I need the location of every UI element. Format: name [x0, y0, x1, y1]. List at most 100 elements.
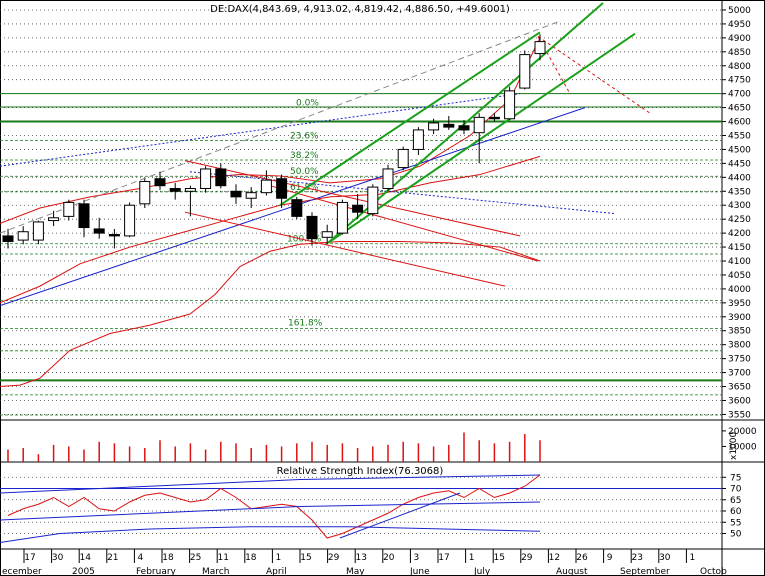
rsi-tick-label: 50	[730, 530, 742, 540]
candle	[184, 185, 196, 217]
candle-body	[124, 204, 136, 237]
price-tick-label: 3550	[728, 410, 751, 420]
price-tick-label: 4600	[728, 118, 751, 128]
x-month-label: April	[266, 567, 287, 576]
candle-body	[504, 90, 516, 120]
volume-tick-label: 10000	[728, 442, 757, 452]
red-projection-1	[537, 36, 651, 114]
price-tick-label: 3700	[728, 369, 751, 379]
candle	[2, 228, 14, 249]
price-tick-label: 3800	[728, 341, 751, 351]
rsi-line	[7, 474, 541, 539]
x-day-label: 1	[276, 553, 282, 563]
candle-body	[108, 234, 120, 237]
x-month-label: Octob	[700, 567, 727, 576]
candle-body	[428, 122, 440, 131]
candle	[139, 178, 151, 209]
candle-body	[154, 178, 166, 187]
candle-body	[32, 221, 44, 241]
x-month-label: June	[409, 567, 430, 576]
price-tick-label: 4150	[728, 243, 751, 253]
price-tick-label: 3600	[728, 396, 751, 406]
candle-body	[382, 168, 394, 189]
price-tick-label: 4000	[728, 285, 751, 295]
candle	[519, 50, 531, 90]
x-month-label: February	[136, 567, 177, 576]
x-day-label: 18	[245, 553, 257, 563]
x-day-label: 15	[493, 553, 504, 563]
x-day-label: 29	[521, 553, 533, 563]
candle-body	[78, 203, 90, 229]
candle-body	[2, 235, 14, 242]
price-tick-label: 3750	[728, 355, 751, 365]
candle	[17, 226, 29, 245]
bollinger-upper	[0, 37, 541, 224]
x-day-label: 1	[690, 553, 696, 563]
rsi-band-middle	[0, 501, 541, 521]
candle-body	[336, 201, 348, 234]
candle-body	[17, 231, 29, 241]
channel-lower	[279, 31, 541, 207]
candle	[200, 166, 212, 193]
price-tick-label: 3900	[728, 313, 751, 323]
price-tick-label: 4050	[728, 271, 751, 281]
x-day-label: 1	[469, 553, 475, 563]
red-fan-line-3	[269, 185, 539, 262]
candle-body	[534, 41, 546, 55]
candle	[473, 113, 485, 164]
price-tick-label: 4900	[728, 34, 751, 44]
x-day-label: 23	[631, 553, 642, 563]
candles	[2, 34, 546, 249]
volume-tick-label: 20000	[728, 427, 757, 437]
candle-body	[230, 190, 242, 198]
candle-body	[184, 187, 196, 192]
candle	[458, 120, 470, 135]
x-day-label: 17	[24, 553, 35, 563]
candle	[32, 220, 44, 245]
x-day-label: 3	[414, 553, 420, 563]
candle-body	[215, 168, 227, 187]
candle	[245, 187, 257, 209]
fib-label: 161.8%	[288, 318, 323, 328]
rsi-tick-label: 55	[730, 518, 741, 528]
x-day-label: 4	[138, 553, 144, 563]
candle	[230, 184, 242, 204]
candle-body	[488, 116, 500, 120]
candle-body	[169, 187, 181, 192]
candle-body	[291, 199, 303, 217]
candle-body	[260, 179, 272, 194]
candle	[291, 196, 303, 220]
candle-body	[63, 201, 75, 217]
candle-body	[93, 228, 105, 234]
candle	[306, 212, 318, 246]
blue-dotted-trend	[0, 93, 521, 167]
price-tick-label: 4100	[728, 257, 751, 267]
candle	[215, 163, 227, 189]
price-tick-label: 4350	[728, 187, 751, 197]
candle-body	[367, 186, 379, 215]
candle	[108, 228, 120, 249]
rsi-band-upper	[0, 474, 541, 494]
candle	[428, 118, 440, 135]
volume-unit-label: x1000	[729, 431, 739, 460]
x-month-label: September	[620, 567, 670, 576]
candle	[63, 199, 75, 221]
red-fan-line-2	[184, 211, 506, 287]
x-day-label: 11	[217, 553, 228, 563]
candle-body	[473, 116, 485, 134]
x-month-label: August	[556, 567, 588, 576]
price-tick-label: 4300	[728, 201, 751, 211]
candle-body	[443, 123, 455, 128]
candle	[154, 171, 166, 190]
candle-body	[276, 178, 288, 199]
price-tick-label: 4500	[728, 145, 751, 155]
rsi-band-lower	[0, 526, 541, 543]
price-tick-label: 3850	[728, 327, 751, 337]
candle-body	[397, 148, 409, 169]
x-month-label: May	[346, 567, 365, 576]
red-fan-line-1	[184, 160, 521, 237]
bollinger-lower	[0, 240, 541, 388]
rsi-tick-label: 60	[730, 507, 742, 517]
